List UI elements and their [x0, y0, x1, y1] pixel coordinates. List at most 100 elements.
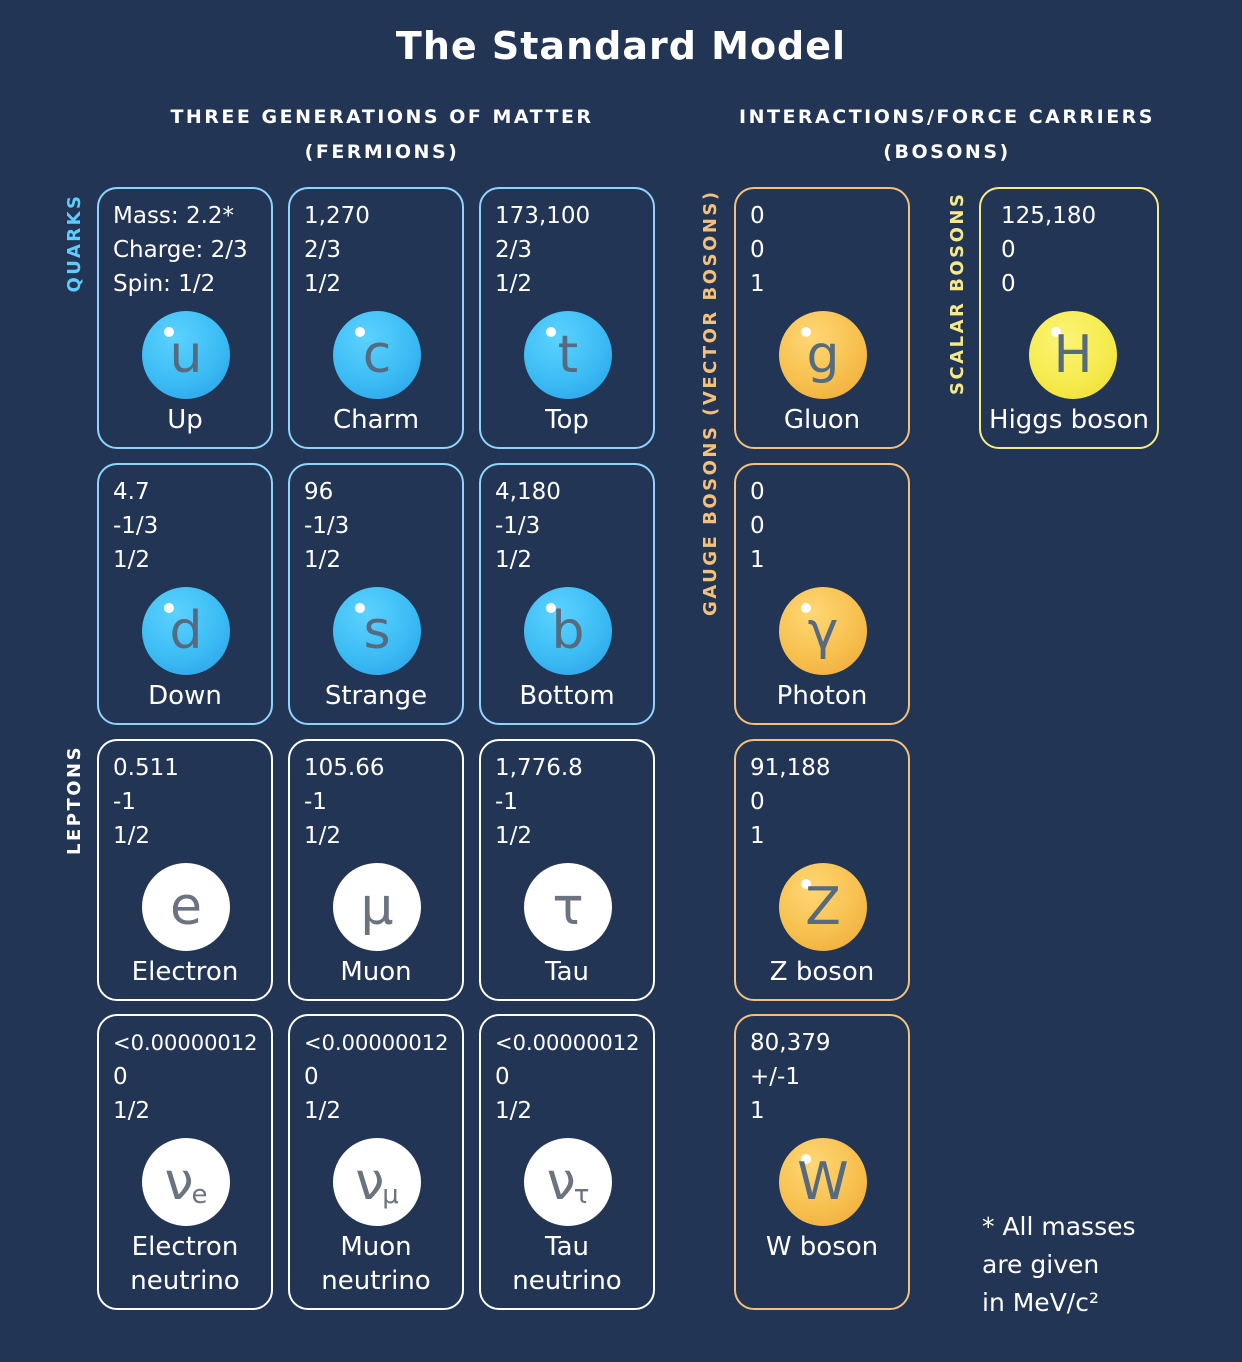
note-line: in MeV/c² [982, 1288, 1099, 1317]
spin-value: 1 [750, 823, 765, 849]
fermions-header-line1: THREE GENERATIONS OF MATTER [170, 106, 594, 128]
spin-value: 1/2 [304, 547, 342, 573]
particle-card-electron-neutrino[interactable]: <0.00000012 0 1/2 νe Electron neutrino [97, 1014, 273, 1310]
bosons-header: INTERACTIONS/FORCE CARRIERS (BOSONS) [714, 100, 1180, 170]
particle-properties: 96 -1/3 1/2 [304, 475, 349, 577]
charge-value: 0 [750, 237, 765, 263]
bosons-header-line1: INTERACTIONS/FORCE CARRIERS [739, 106, 1155, 128]
particle-symbol-circle: Z [779, 863, 867, 951]
particle-properties: <0.00000012 0 1/2 [495, 1026, 640, 1128]
fermions-header: THREE GENERATIONS OF MATTER (FERMIONS) [140, 100, 624, 170]
particle-card-down[interactable]: 4.7 -1/3 1/2 d Down [97, 463, 273, 725]
particle-properties: 125,180 0 0 [1001, 199, 1096, 301]
particle-symbol: γ [807, 601, 839, 661]
particle-name: Tau [545, 957, 589, 987]
mass-value: Mass: 2.2* [113, 203, 235, 229]
particle-symbol: b [551, 601, 585, 661]
mass-value: 0.511 [113, 755, 179, 781]
particle-properties: 173,100 2/3 1/2 [495, 199, 590, 301]
particle-symbol-circle: νμ [333, 1138, 421, 1226]
particle-symbol-circle: W [779, 1138, 867, 1226]
charge-value: 0 [304, 1064, 319, 1090]
particle-name: Tau neutrino [512, 1232, 622, 1296]
particle-properties: 80,379 +/-1 1 [750, 1026, 830, 1128]
charge-value: -1/3 [304, 513, 350, 539]
mass-value: 125,180 [1001, 203, 1097, 229]
particle-card-top[interactable]: 173,100 2/3 1/2 t Top [479, 187, 655, 449]
charge-value: -1 [113, 789, 136, 815]
particle-card-charm[interactable]: 1,270 2/3 1/2 c Charm [288, 187, 464, 449]
note-line: * All masses [982, 1212, 1136, 1241]
spin-value: Spin: 1/2 [113, 271, 216, 297]
particle-name: Electron neutrino [130, 1232, 240, 1296]
scalar-bosons-label: SCALAR BOSONS [947, 191, 968, 395]
particle-name: Gluon [783, 405, 861, 435]
particle-symbol-circle: μ [333, 863, 421, 951]
particle-card-up[interactable]: Mass: 2.2* Charge: 2/3 Spin: 1/2 u Up [97, 187, 273, 449]
leptons-label: LEPTONS [64, 744, 85, 855]
particle-card-gluon[interactable]: 0 0 1 g Gluon [734, 187, 910, 449]
particle-properties: 4,180 -1/3 1/2 [495, 475, 561, 577]
charge-value: 0 [113, 1064, 128, 1090]
particle-symbol-circle: e [142, 863, 230, 951]
particle-symbol-circle: g [779, 311, 867, 399]
particle-name: Photon [776, 681, 868, 711]
mass-value: 80,379 [750, 1030, 831, 1056]
mass-value: 1,776.8 [495, 755, 583, 781]
quarks-label: QUARKS [64, 193, 85, 293]
particle-properties: 1,270 2/3 1/2 [304, 199, 370, 301]
particle-symbol: e [170, 877, 202, 937]
charge-value: +/-1 [750, 1064, 800, 1090]
particle-properties: 91,188 0 1 [750, 751, 830, 853]
mass-units-note: * All masses are given in MeV/c² [982, 1208, 1136, 1322]
particle-card-tau[interactable]: 1,776.8 -1 1/2 τ Tau [479, 739, 655, 1001]
particle-symbol-circle: νe [142, 1138, 230, 1226]
bosons-header-line2: (BOSONS) [883, 141, 1011, 163]
mass-value: 105.66 [304, 755, 385, 781]
charge-value: 0 [750, 789, 765, 815]
particle-name: Bottom [519, 681, 615, 711]
particle-card-tau-neutrino[interactable]: <0.00000012 0 1/2 ντ Tau neutrino [479, 1014, 655, 1310]
particle-symbol: t [557, 325, 579, 385]
particle-symbol: g [806, 325, 840, 385]
particle-name: Higgs boson [989, 405, 1149, 435]
particle-symbol-circle: γ [779, 587, 867, 675]
particle-card-muon-neutrino[interactable]: <0.00000012 0 1/2 νμ Muon neutrino [288, 1014, 464, 1310]
charge-value: 0 [1001, 237, 1016, 263]
spin-value: 1 [750, 1098, 765, 1124]
particle-symbol: νe [164, 1152, 208, 1212]
particle-properties: 105.66 -1 1/2 [304, 751, 384, 853]
particle-symbol: τ [552, 877, 584, 937]
spin-value: 1/2 [495, 1098, 533, 1124]
particle-card-z-boson[interactable]: 91,188 0 1 Z Z boson [734, 739, 910, 1001]
particle-properties: 4.7 -1/3 1/2 [113, 475, 158, 577]
particle-card-photon[interactable]: 0 0 1 γ Photon [734, 463, 910, 725]
spin-value: 1/2 [304, 271, 342, 297]
particle-card-higgs-boson[interactable]: 125,180 0 0 H Higgs boson [979, 187, 1159, 449]
charge-value: 0 [495, 1064, 510, 1090]
particle-name: W boson [765, 1232, 879, 1262]
particle-symbol-circle: b [524, 587, 612, 675]
mass-value: <0.00000012 [495, 1031, 640, 1055]
particle-symbol-circle: s [333, 587, 421, 675]
mass-value: 96 [304, 479, 334, 505]
particle-properties: 0.511 -1 1/2 [113, 751, 179, 853]
particle-name: Down [148, 681, 222, 711]
particle-name: Muon neutrino [321, 1232, 431, 1296]
spin-value: 1/2 [113, 823, 151, 849]
particle-name: Charm [332, 405, 420, 435]
particle-name: Z boson [769, 957, 875, 987]
particle-card-muon[interactable]: 105.66 -1 1/2 μ Muon [288, 739, 464, 1001]
particle-card-electron[interactable]: 0.511 -1 1/2 e Electron [97, 739, 273, 1001]
spin-value: 1/2 [304, 823, 342, 849]
particle-properties: 0 0 1 [750, 199, 765, 301]
particle-symbol-circle: c [333, 311, 421, 399]
particle-symbol-circle: ντ [524, 1138, 612, 1226]
particle-card-w-boson[interactable]: 80,379 +/-1 1 W W boson [734, 1014, 910, 1310]
particle-symbol: c [362, 325, 392, 385]
particle-card-bottom[interactable]: 4,180 -1/3 1/2 b Bottom [479, 463, 655, 725]
particle-properties: <0.00000012 0 1/2 [113, 1026, 258, 1128]
particle-card-strange[interactable]: 96 -1/3 1/2 s Strange [288, 463, 464, 725]
mass-value: 91,188 [750, 755, 831, 781]
particle-symbol: s [363, 601, 391, 661]
